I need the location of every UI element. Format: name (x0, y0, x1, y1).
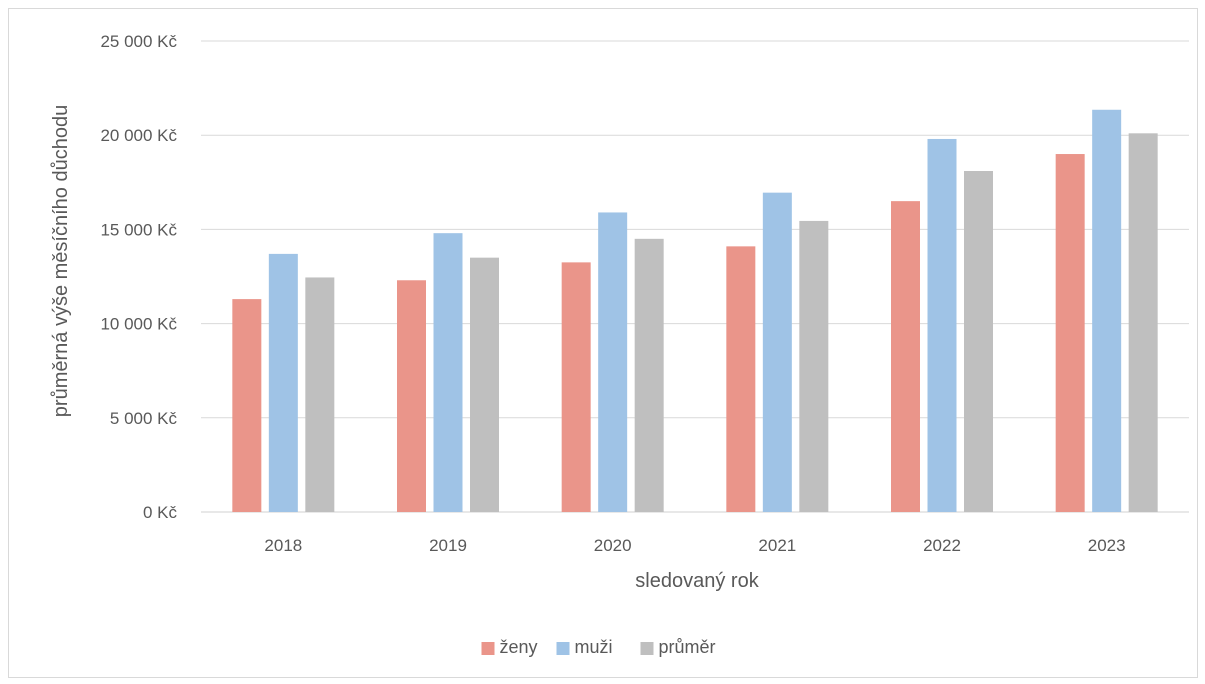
x-axis-ticks: 2018 2019 2020 2021 2022 2023 (264, 536, 1125, 555)
bar-chart: 0 Kč 5 000 Kč 10 000 Kč 15 000 Kč 20 000 Kč 2… (50, 32, 1189, 657)
legend-label: muži (575, 637, 613, 657)
x-tick-label: 2021 (758, 536, 796, 555)
bars (232, 109, 1158, 513)
legend-swatch-průměr (640, 642, 654, 655)
bar-průměr-2021 (799, 220, 829, 512)
y-tick-label: 20 000 Kč (100, 126, 177, 145)
bar-ženy-2020 (561, 262, 591, 512)
bar-ženy-2023 (1055, 154, 1085, 513)
legend-swatch-ženy (481, 642, 495, 655)
y-tick-label: 0 Kč (143, 503, 178, 522)
gridlines (201, 40, 1189, 513)
x-tick-label: 2019 (429, 536, 467, 555)
bar-průměr-2018 (305, 277, 335, 512)
bar-muži-2022 (927, 138, 957, 512)
y-tick-label: 25 000 Kč (100, 32, 177, 51)
chart-frame: 0 Kč 5 000 Kč 10 000 Kč 15 000 Kč 20 000 Kč 2… (8, 8, 1198, 678)
bar-muži-2023 (1092, 109, 1122, 513)
bar-průměr-2019 (470, 257, 499, 512)
legend-label: ženy (500, 637, 538, 657)
y-tick-label: 10 000 Kč (100, 315, 177, 334)
bar-ženy-2018 (232, 299, 262, 512)
x-tick-label: 2020 (594, 536, 632, 555)
y-tick-label: 15 000 Kč (100, 220, 177, 239)
bar-muži-2021 (762, 192, 792, 513)
y-axis-title: průměrná výše měsíčního důchodu (50, 105, 72, 417)
legend-swatch-muži (556, 642, 570, 655)
bar-muži-2018 (268, 253, 298, 512)
legend: ženy muži průměr (481, 637, 716, 657)
bar-muži-2019 (433, 233, 463, 512)
bar-ženy-2021 (726, 246, 756, 512)
bar-průměr-2020 (634, 238, 664, 512)
bar-muži-2020 (598, 212, 628, 512)
y-tick-label: 5 000 Kč (110, 409, 178, 428)
x-tick-label: 2023 (1088, 536, 1126, 555)
x-axis-title: sledovaný rok (635, 570, 759, 592)
bar-ženy-2019 (397, 280, 426, 512)
bar-průměr-2023 (1128, 133, 1158, 512)
x-tick-label: 2018 (264, 536, 302, 555)
y-axis-ticks: 0 Kč 5 000 Kč 10 000 Kč 15 000 Kč 20 000 Kč 2… (100, 32, 177, 522)
x-tick-label: 2022 (923, 536, 961, 555)
bar-ženy-2022 (891, 201, 920, 512)
legend-label: průměr (659, 637, 716, 657)
bar-průměr-2022 (964, 170, 993, 512)
